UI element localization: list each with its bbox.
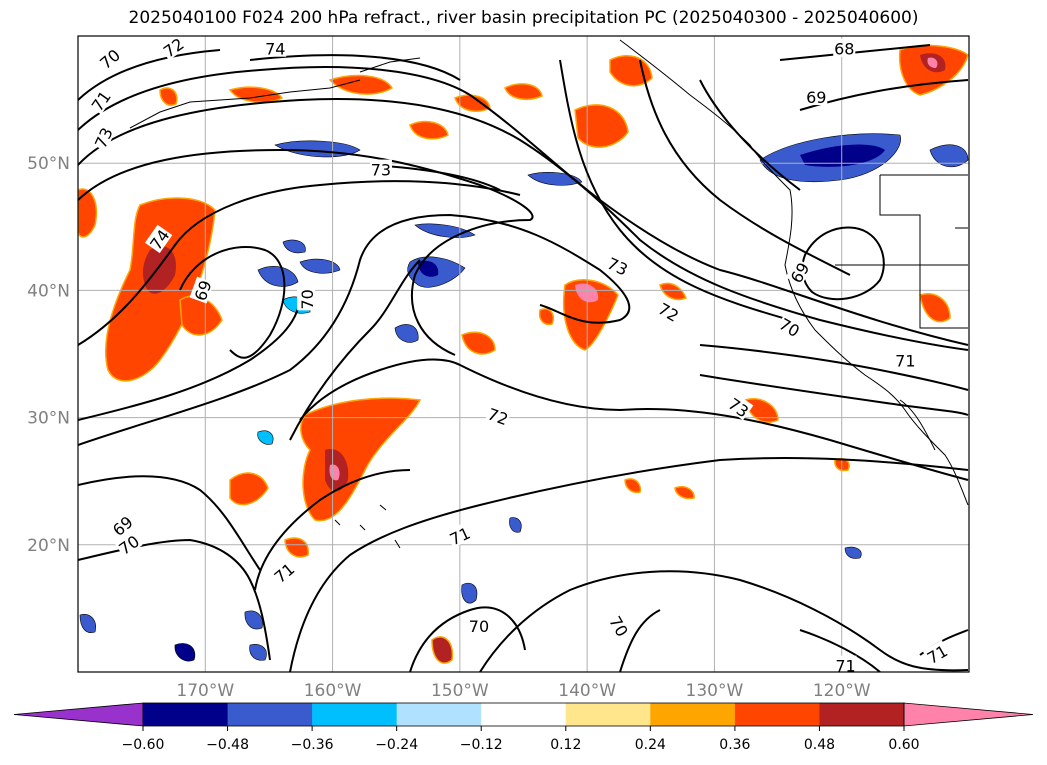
lon-tick-label: 130°W: [686, 681, 744, 701]
lon-tick-label: 150°W: [431, 681, 489, 701]
map-area: [78, 36, 969, 672]
colorbar-segment: [396, 703, 482, 726]
lat-tick-label: 30°N: [27, 409, 70, 429]
contour-label-bg: [725, 392, 754, 421]
contour-label-bg: [655, 297, 684, 325]
colorbar-extend-high: [903, 702, 1034, 727]
contour-label: 70: [298, 289, 317, 309]
contour-label-bg: [484, 403, 512, 428]
contour-label-bg: [467, 616, 490, 635]
lat-tick-label: 20°N: [27, 536, 70, 556]
contour-label-bg: [86, 86, 114, 115]
contour-label-bg: [107, 510, 137, 539]
contour-label-bg: [189, 276, 215, 304]
colorbar-tick-label: 0.24: [635, 737, 666, 753]
colorbar-tick-label: 0.60: [888, 737, 919, 753]
latitude-labels: 20°N 30°N 40°N 50°N: [27, 154, 70, 556]
colorbar-tick-label: −0.12: [460, 737, 503, 753]
colorbar-tick-label: −0.48: [206, 737, 249, 753]
colorbar-segment: [650, 703, 736, 726]
contour-label-bg: [604, 252, 632, 279]
contour-label: 71: [895, 351, 915, 370]
colorbar-frame: [142, 702, 905, 727]
lat-tick-label: 50°N: [27, 154, 70, 174]
contour-label: 74: [265, 40, 285, 59]
chart-title: 2025040100 F024 200 hPa refract., river …: [128, 8, 919, 28]
colorbar-segment: [565, 703, 651, 726]
contour-label-bg: [89, 123, 116, 152]
contour-label-bg: [922, 640, 951, 667]
contour-label-bg: [785, 258, 813, 287]
contour-label-bg: [445, 522, 474, 548]
lon-tick-label: 120°W: [813, 681, 871, 701]
colorbar-tick-label: −0.36: [291, 737, 334, 753]
contour-label-bg: [297, 288, 316, 311]
contour-label-bg: [606, 611, 634, 640]
contour-label: 71: [835, 657, 855, 676]
contour-label-bg: [834, 655, 857, 674]
contour-label-bg: [776, 313, 805, 340]
colorbar-extend-low: [13, 702, 144, 727]
contour-label-bg: [805, 87, 828, 106]
contour-label: 69: [806, 88, 826, 107]
colorbar-tick-label: 0.48: [804, 737, 835, 753]
colorbar-tick-label: 0.12: [550, 737, 581, 753]
lat-tick-label: 40°N: [27, 281, 70, 301]
contour-label-bg: [833, 38, 856, 57]
lon-tick-label: 160°W: [304, 681, 362, 701]
precip-shading: [78, 44, 969, 664]
contour-label-bg: [94, 44, 124, 73]
colorbar-segment: [819, 703, 905, 726]
map-frame: [77, 35, 970, 673]
contour-label-bg: [369, 159, 392, 178]
colorbar-tick-label: −0.24: [375, 737, 418, 753]
colorbar-tick-label: 0.36: [719, 737, 750, 753]
contour-label: 73: [371, 161, 391, 180]
lon-tick-label: 140°W: [558, 681, 616, 701]
refractivity-contours: [78, 44, 969, 672]
gridlines: [78, 36, 969, 672]
colorbar-segment: [481, 703, 567, 726]
colorbar: −0.60 −0.48 −0.36 −0.24 −0.12 0.12 0.24 0.36 0.4…: [13, 702, 1034, 753]
contour-label-bg: [114, 530, 143, 558]
colorbar-tick-label: −0.60: [122, 737, 165, 753]
colorbar-segment: [143, 703, 229, 726]
contour-label-bg: [264, 38, 287, 57]
longitude-labels: 170°W 160°W 150°W 140°W 130°W 120°W: [176, 681, 870, 701]
colorbar-segment: [734, 703, 820, 726]
contour-label: 68: [834, 40, 854, 59]
lon-tick-label: 170°W: [176, 681, 234, 701]
contour-label-bg: [144, 224, 173, 254]
contour-label-bg: [894, 350, 917, 369]
contour-label-bg: [158, 32, 188, 61]
colorbar-segment: [312, 703, 398, 726]
contour-label-bg: [269, 558, 298, 586]
contour-label: 70: [469, 617, 489, 636]
colorbar-segment: [227, 703, 313, 726]
